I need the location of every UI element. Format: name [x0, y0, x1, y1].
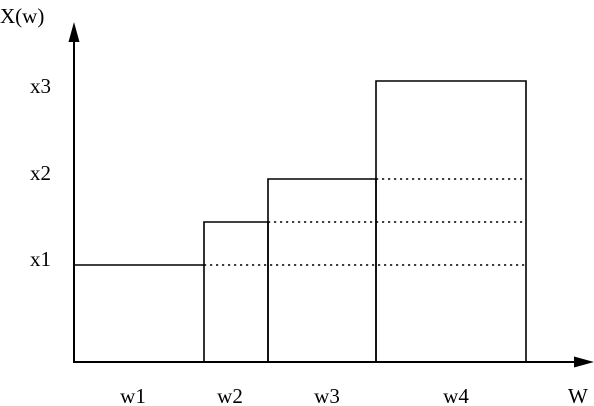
segment-w2-box — [203, 221, 269, 362]
segment-w3-box — [267, 178, 377, 362]
x-segment-label-w3: w3 — [314, 384, 340, 406]
y-level-label-x1: x1 — [30, 247, 51, 271]
x-segment-label-w4: w4 — [443, 384, 469, 406]
y-axis-label: X(w) — [0, 4, 44, 28]
x-axis-arrowhead — [574, 356, 594, 368]
y-axis-arrowhead — [68, 22, 80, 42]
x-axis-label: W — [568, 384, 588, 406]
y-level-label-x2: x2 — [30, 161, 51, 185]
x-segment-label-w1: w1 — [120, 384, 146, 406]
x-segment-label-w2: w2 — [217, 384, 243, 406]
y-level-label-x3: x3 — [30, 74, 51, 98]
